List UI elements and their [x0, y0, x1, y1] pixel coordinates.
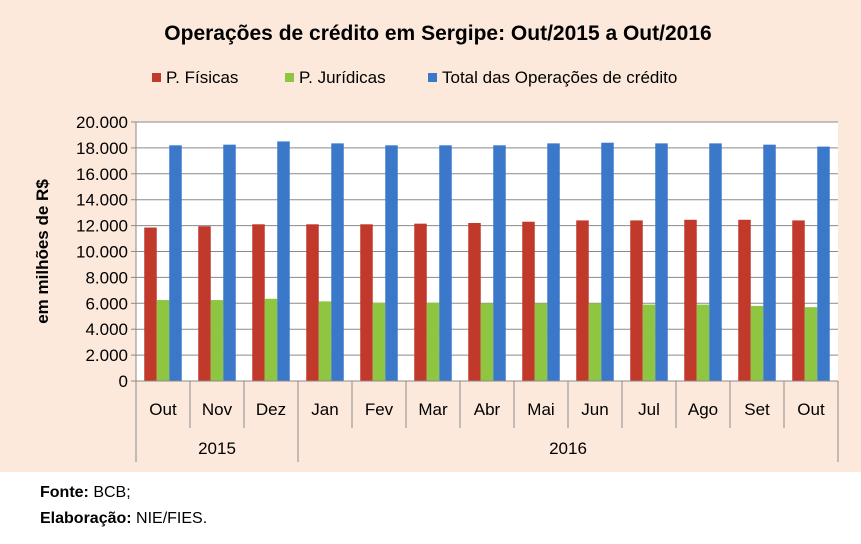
bar-pf — [792, 220, 805, 381]
legend-label-0: P. Físicas — [166, 68, 238, 87]
bar-pj — [642, 304, 656, 381]
legend-swatch-0 — [152, 73, 161, 82]
bar-pj — [156, 300, 170, 381]
bar-pj — [372, 302, 386, 381]
source-value: BCB; — [88, 484, 131, 501]
y-axis-label: em milhões de R$ — [33, 179, 52, 324]
year-group-label: 2015 — [198, 439, 236, 458]
elaboration-value: NIE/FIES. — [131, 510, 208, 527]
x-tick-label: Jun — [581, 400, 608, 419]
bar-total — [277, 141, 290, 381]
y-tick-label: 4.000 — [85, 320, 128, 339]
bar-total — [655, 143, 668, 381]
bar-total — [547, 143, 560, 381]
y-tick-label: 6.000 — [85, 294, 128, 313]
bar-total — [439, 145, 452, 381]
bar-pj — [426, 302, 440, 381]
x-tick-label: Jul — [638, 400, 660, 419]
bar-pf — [630, 220, 643, 381]
y-tick-label: 18.000 — [76, 139, 128, 158]
bar-pf — [468, 223, 481, 381]
chart-title: Operações de crédito em Sergipe: Out/201… — [164, 22, 711, 45]
bar-total — [763, 144, 776, 381]
bar-total — [709, 143, 722, 381]
bar-pf — [414, 223, 427, 381]
x-tick-label: Fev — [365, 400, 394, 419]
bar-pj — [318, 301, 332, 381]
year-group-label: 2016 — [549, 439, 587, 458]
x-tick-label: Set — [744, 400, 770, 419]
source-line: Fonte: BCB; — [40, 484, 131, 502]
y-tick-label: 20.000 — [76, 113, 128, 132]
bar-pf — [198, 226, 211, 381]
legend-label-1: P. Jurídicas — [299, 68, 386, 87]
elaboration-line: Elaboração: NIE/FIES. — [40, 510, 207, 528]
bar-total — [169, 145, 182, 381]
bar-pj — [264, 298, 278, 381]
x-tick-label: Mai — [527, 400, 554, 419]
y-tick-label: 16.000 — [76, 165, 128, 184]
x-tick-label: Out — [149, 400, 177, 419]
bar-pj — [480, 303, 494, 381]
y-tick-label: 2.000 — [85, 346, 128, 365]
elaboration-label: Elaboração: — [40, 510, 132, 527]
x-tick-label: Nov — [202, 400, 233, 419]
bar-pj — [210, 300, 224, 381]
bar-pj — [804, 307, 818, 381]
chart-area: Operações de crédito em Sergipe: Out/201… — [0, 0, 861, 472]
bar-pj — [696, 304, 710, 381]
bar-pj — [750, 305, 764, 381]
bar-pf — [144, 227, 157, 381]
bar-pf — [738, 219, 751, 381]
y-tick-label: 8.000 — [85, 268, 128, 287]
bar-pf — [306, 224, 319, 381]
x-tick-label: Ago — [688, 400, 718, 419]
y-tick-label: 0 — [119, 372, 128, 391]
bar-total — [223, 144, 236, 381]
bar-pf — [360, 224, 373, 381]
bar-pf — [522, 221, 535, 381]
legend-swatch-1 — [285, 73, 294, 82]
x-tick-label: Out — [797, 400, 825, 419]
bar-pf — [684, 219, 697, 381]
bar-total — [817, 146, 830, 381]
legend-swatch-2 — [428, 73, 437, 82]
source-label: Fonte: — [40, 484, 89, 501]
x-tick-label: Dez — [256, 400, 286, 419]
bar-total — [385, 145, 398, 381]
legend-label-2: Total das Operações de crédito — [442, 68, 677, 87]
x-tick-label: Jan — [311, 400, 338, 419]
bar-total — [601, 142, 614, 381]
x-tick-label: Mar — [418, 400, 448, 419]
y-tick-label: 12.000 — [76, 217, 128, 236]
y-tick-label: 10.000 — [76, 243, 128, 262]
x-tick-label: Abr — [474, 400, 501, 419]
bar-pf — [576, 220, 589, 381]
bar-chart: Operações de crédito em Sergipe: Out/201… — [33, 22, 839, 462]
bar-pf — [252, 224, 265, 381]
bar-pj — [534, 303, 548, 381]
bar-pj — [588, 303, 602, 381]
bar-total — [331, 143, 344, 381]
bar-total — [493, 145, 506, 381]
y-tick-label: 14.000 — [76, 191, 128, 210]
